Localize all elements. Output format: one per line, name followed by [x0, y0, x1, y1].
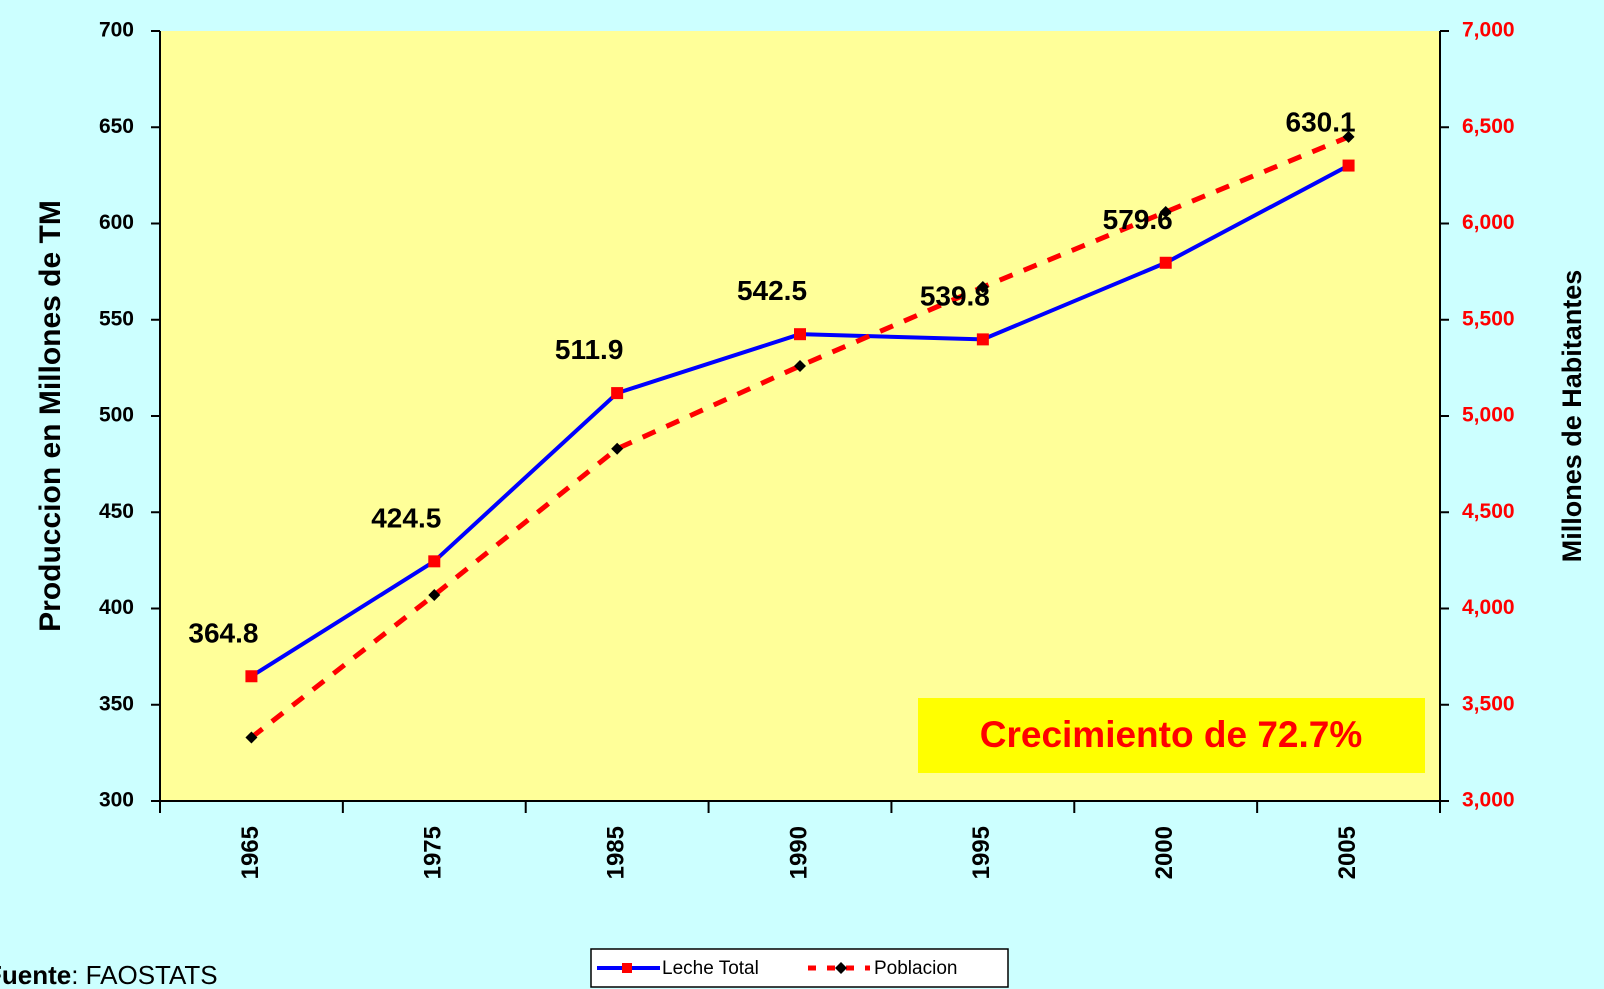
marker: [245, 731, 258, 744]
marker: [1342, 159, 1355, 172]
y2-tick-label: 3,500: [1462, 692, 1515, 715]
x-tick-label: 2000: [1151, 826, 1178, 879]
y2-tick-label: 5,500: [1462, 307, 1515, 330]
y-tick-label: 500: [99, 404, 134, 427]
x-tick-label: 1990: [785, 826, 812, 879]
source-text: : FAOSTATS: [71, 960, 217, 989]
plot-area: [160, 31, 1440, 801]
legend-marker: [622, 963, 632, 973]
annotation: Crecimiento de 72.7%: [980, 714, 1362, 755]
y2-tick-label: 4,500: [1462, 500, 1515, 523]
y2-tick-label: 6,000: [1462, 211, 1515, 234]
y2-tick-label: 7,000: [1462, 19, 1515, 42]
x-tick-label: 2005: [1334, 826, 1361, 879]
marker: [428, 555, 441, 568]
marker: [428, 589, 441, 602]
y2-axis-title: Millones de Habitantes: [1557, 270, 1587, 563]
source-label: Fuente: [0, 960, 71, 989]
y-tick-label: 450: [99, 500, 134, 523]
legend-label: Poblacion: [874, 958, 957, 979]
y-tick-label: 700: [99, 19, 134, 42]
x-tick-label: 1995: [968, 826, 995, 879]
marker: [794, 359, 806, 372]
legend-box: [590, 948, 1009, 988]
y-tick-label: 650: [99, 115, 134, 138]
data-label: 630.1: [1286, 107, 1356, 138]
data-label: 364.8: [188, 617, 258, 648]
marker: [1159, 205, 1172, 218]
x-tick-label: 1985: [602, 826, 629, 879]
marker: [611, 442, 624, 455]
y-tick-label: 550: [99, 307, 134, 330]
marker: [794, 328, 806, 341]
data-label: 542.5: [737, 275, 807, 306]
y-axis-title: Produccion en Millones de TM: [34, 200, 67, 632]
marker: [245, 670, 258, 683]
y-tick-label: 400: [99, 596, 134, 619]
source: Fuente: FAOSTATS: [0, 960, 218, 989]
y-tick-label: 300: [99, 789, 134, 812]
marker: [976, 333, 989, 346]
marker: [1159, 256, 1172, 269]
annotation-box: [918, 698, 1425, 773]
y2-tick-label: 5,000: [1462, 404, 1515, 427]
legend-marker: [835, 962, 847, 974]
y-tick-label: 350: [99, 692, 134, 715]
marker: [976, 281, 989, 294]
data-label: 539.8: [920, 280, 990, 311]
x-tick-label: 1975: [420, 826, 447, 879]
data-label: 511.9: [555, 334, 624, 365]
marker: [1342, 130, 1355, 143]
legend-label: Leche Total: [662, 958, 759, 979]
y2-tick-label: 4,000: [1462, 596, 1515, 619]
y2-tick-label: 3,000: [1462, 789, 1515, 812]
data-label: 424.5: [371, 502, 441, 533]
y-tick-label: 600: [99, 211, 134, 234]
marker: [611, 387, 624, 400]
legend: Leche Total Poblacion: [590, 948, 1009, 988]
y2-tick-label: 6,500: [1462, 115, 1515, 138]
data-label: 579.6: [1103, 204, 1173, 235]
x-tick-label: 1965: [237, 826, 264, 879]
